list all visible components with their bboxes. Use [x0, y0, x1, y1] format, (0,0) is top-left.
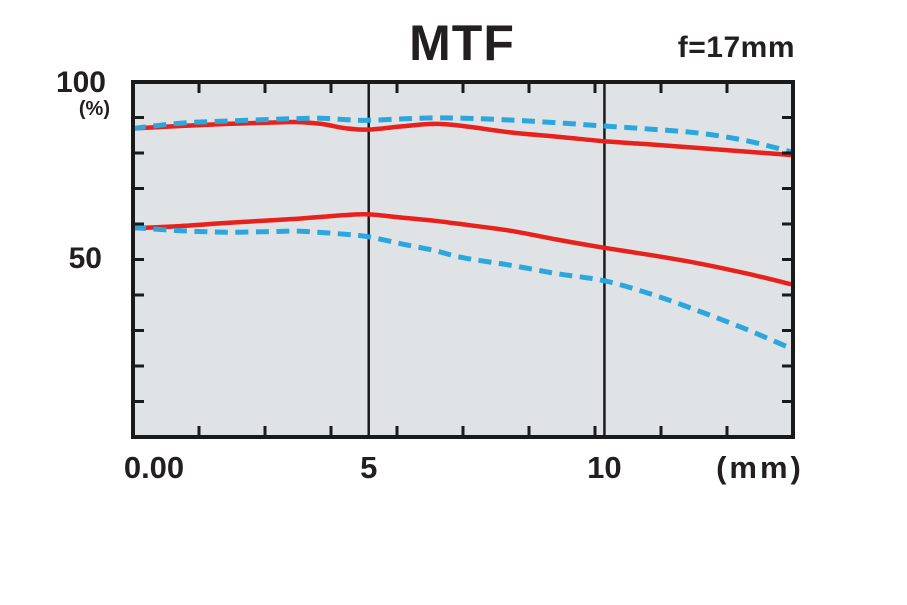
focal-length-label: f=17mm: [677, 31, 795, 64]
curve-red-solid-lower: [133, 212, 793, 287]
x-axis-tick-label-10: 10: [587, 450, 622, 485]
chart-title: MTF: [409, 15, 515, 71]
curve-blue-dashed-upper: [133, 115, 793, 155]
y-axis-tick-label-100: 100: [55, 66, 106, 99]
curve-red-solid-upper: [133, 119, 793, 158]
y-axis-tick-label-50: 50: [68, 242, 102, 275]
x-axis-tick-label-5: 5: [360, 450, 378, 485]
y-axis-unit-label: (%): [78, 98, 110, 120]
x-axis-tick-label-0: 0.00: [123, 450, 185, 485]
x-axis-unit-label: (mm): [716, 450, 804, 485]
